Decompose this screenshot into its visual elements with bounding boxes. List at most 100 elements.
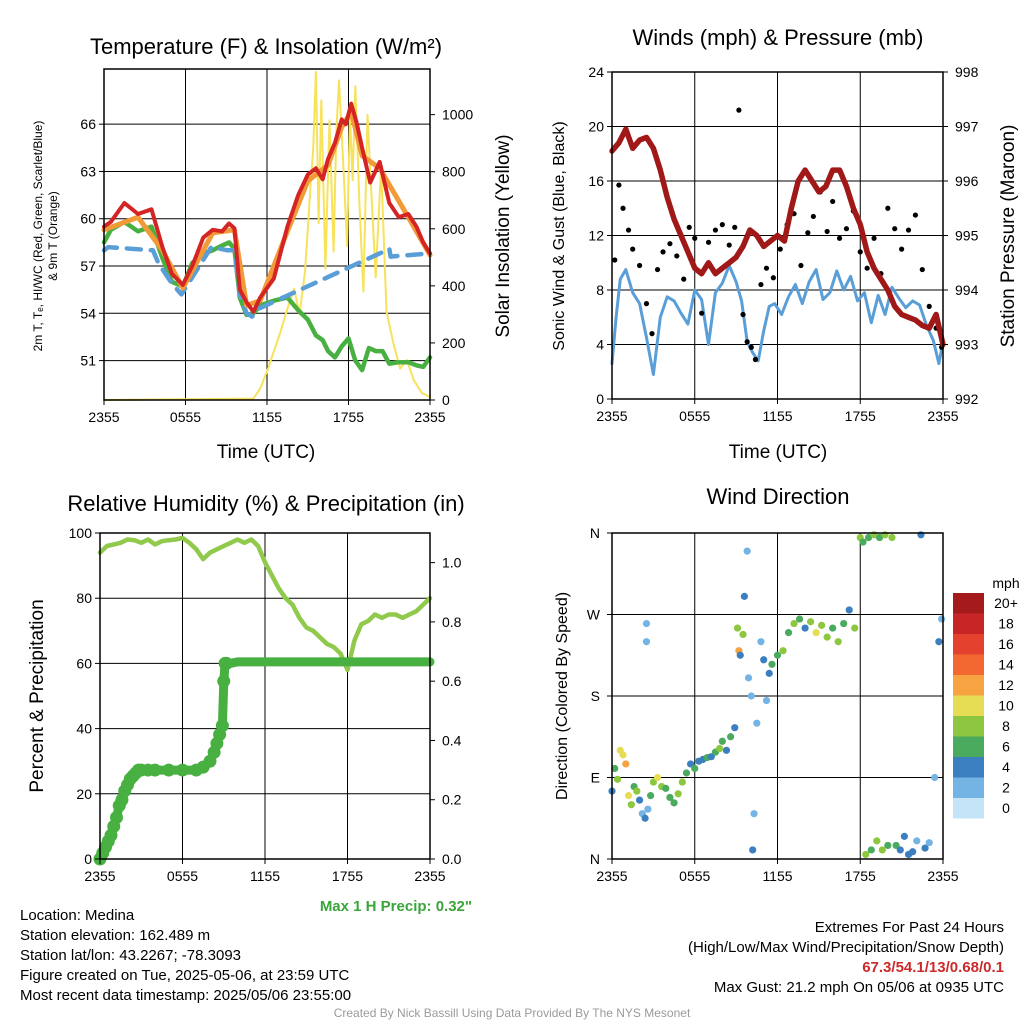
gust-point — [620, 205, 626, 211]
precipitation-point — [215, 719, 229, 733]
winds-ytick-label-right: 994 — [955, 282, 979, 298]
direction-point — [859, 538, 867, 546]
gust-point — [681, 276, 687, 282]
gust-point — [864, 265, 870, 271]
direction-point — [622, 760, 630, 768]
temperature-xtick-label: 2355 — [88, 409, 119, 425]
direction-ytick-label: E — [591, 770, 600, 786]
color-legend-title: mph — [992, 575, 1019, 591]
direction-point — [647, 792, 655, 800]
precipitation-point — [110, 811, 123, 825]
winds-xtick-label: 1755 — [845, 408, 876, 424]
gust-point — [777, 246, 783, 252]
gust-point — [805, 230, 811, 236]
direction-xtick-label: 2355 — [596, 868, 627, 884]
direction-point — [768, 660, 776, 668]
winds-ytick-label-left: 8 — [596, 282, 604, 298]
direction-point — [913, 837, 921, 845]
legend-swatch — [953, 593, 984, 614]
winds-xtick-label: 2355 — [927, 408, 958, 424]
winds-ylabel-right: Station Pressure (Maroon) — [998, 125, 1019, 348]
humidity-xtick-label: 1755 — [332, 868, 363, 884]
direction-point — [666, 793, 674, 802]
direction-point — [878, 846, 886, 854]
winds-tick-labels: 2355 0555 1155 1755 235504812162024992993994… — [588, 64, 978, 424]
direction-xtick-label: 1755 — [845, 868, 876, 884]
direction-ytick-label: W — [587, 607, 601, 623]
winds-ytick-label-left: 4 — [596, 337, 604, 353]
humidity-tick-labels: 2355 0555 1155 1755 23550204060801000.00.20.… — [69, 525, 462, 884]
direction-point — [773, 651, 782, 659]
direction-point — [757, 638, 765, 646]
precipitation-point — [176, 763, 189, 777]
legend-swatch — [953, 613, 984, 634]
direction-point — [935, 638, 943, 646]
temperature-ytick-label-right: 1000 — [442, 107, 473, 123]
station-elevation: Station elevation: 162.489 m — [20, 927, 211, 944]
legend-label: 10 — [998, 698, 1014, 714]
direction-point — [925, 839, 933, 847]
winds-xtick-label: 2355 — [596, 408, 627, 424]
winds-ytick-label-left: 24 — [588, 64, 604, 80]
legend-swatch — [953, 675, 984, 696]
humidity-ytick-label-left: 60 — [76, 655, 92, 671]
gust-point — [732, 224, 738, 230]
station-location: Location: Medina — [20, 907, 135, 924]
legend-swatch — [953, 654, 984, 675]
direction-point — [744, 674, 753, 682]
extremes-subtitle: (High/Low/Max Wind/Precipitation/Snow De… — [688, 939, 1004, 956]
direction-point — [727, 733, 735, 741]
direction-point — [795, 615, 804, 623]
temperature-xlabel: Time (UTC) — [217, 442, 316, 463]
legend-label: 0 — [1002, 800, 1010, 816]
direction-point — [938, 615, 946, 623]
direction-point — [619, 751, 627, 759]
direction-point — [670, 799, 678, 807]
temperature-xtick-label: 0555 — [170, 409, 201, 425]
gust-point — [824, 228, 830, 235]
temp-2m-line — [102, 101, 432, 314]
extremes-title: Extremes For Past 24 Hours — [814, 919, 1004, 936]
direction-point — [642, 638, 651, 646]
winds-title: Winds (mph) & Pressure (mb) — [633, 25, 924, 50]
humidity-ytick-label-left: 0 — [84, 851, 92, 867]
direction-ytick-label: S — [591, 688, 600, 704]
direction-series — [608, 531, 946, 859]
direction-xtick-label: 0555 — [679, 868, 710, 884]
gust-point — [885, 205, 891, 211]
temperature-ylabel-left-1: 2m T, Tₑ, HI/WC (Red, Green, Scarlet/Blu… — [31, 121, 45, 352]
gust-point — [636, 262, 643, 269]
precipitation-point — [148, 763, 162, 777]
direction-point — [784, 629, 793, 637]
gust-point — [726, 242, 732, 248]
temperature-tick-labels: 2355 0555 1155 1755 2355 51 54 57 60 63 66 0 200 400 6… — [80, 107, 473, 425]
legend-label: 18 — [998, 616, 1014, 632]
precipitation-point — [162, 763, 176, 777]
winds-ytick-label-right: 995 — [955, 228, 979, 244]
direction-point — [731, 724, 739, 732]
temperature-xtick-label: 1155 — [252, 409, 282, 425]
direction-point — [818, 621, 826, 629]
humidity-xtick-label: 0555 — [167, 868, 198, 884]
direction-point — [888, 533, 896, 542]
legend-label: 20+ — [994, 595, 1018, 611]
humidity-ytick-label-right: 1.0 — [442, 555, 462, 571]
direction-point — [633, 787, 641, 795]
direction-point — [624, 792, 633, 800]
humidity-ytick-label-left: 20 — [76, 786, 92, 802]
direction-point — [613, 775, 622, 783]
direction-xtick-label: 1155 — [762, 868, 792, 884]
direction-point — [862, 850, 870, 859]
direction-point — [641, 814, 649, 822]
temperature-ytick-label-left: 54 — [80, 305, 96, 321]
legend-swatch — [953, 777, 984, 798]
direction-point — [840, 619, 848, 628]
gust-point — [830, 198, 836, 205]
direction-point — [807, 618, 815, 626]
gust-point — [630, 246, 636, 252]
legend-swatch — [953, 757, 984, 778]
direction-point — [722, 746, 731, 754]
direction-point — [753, 719, 761, 727]
gust-point — [810, 213, 816, 220]
